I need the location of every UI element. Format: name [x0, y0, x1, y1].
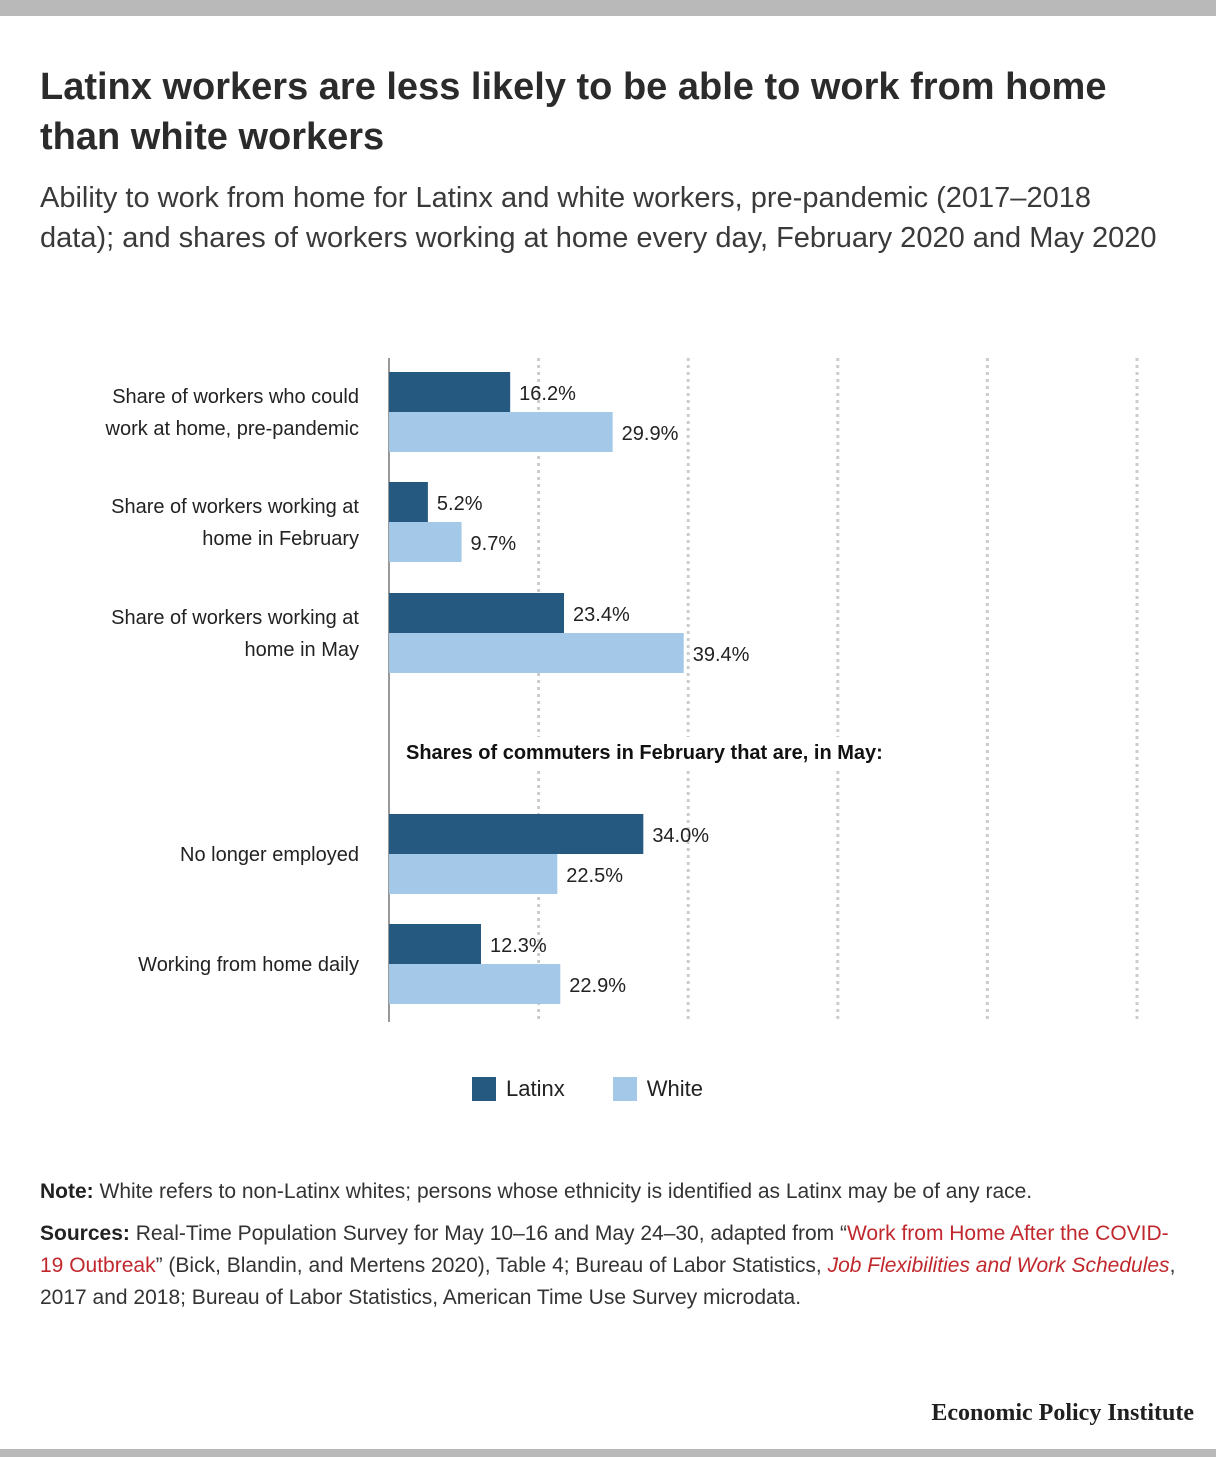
- bar-white: [389, 964, 561, 1004]
- legend-swatch-latinx: [472, 1077, 496, 1101]
- sources-text-3: , 2017 and 2018; Bureau of Labor Statist…: [40, 1254, 1176, 1309]
- bar-white: [389, 633, 684, 673]
- chart-subtitle: Ability to work from home for Latinx and…: [40, 182, 1157, 254]
- section-heading-bg: [402, 737, 887, 767]
- bar-latinx: [389, 482, 428, 522]
- legend-item-latinx: Latinx: [472, 1076, 565, 1102]
- bar-white: [389, 412, 613, 452]
- data-label-white: 39.4%: [693, 644, 750, 666]
- category-label: No longer employed: [180, 844, 359, 866]
- data-label-latinx: 16.2%: [519, 383, 576, 405]
- data-label-white: 22.9%: [569, 975, 626, 997]
- epi-logo: Economic Policy Institute: [931, 1400, 1194, 1426]
- note-text: White refers to non-Latinx whites; perso…: [93, 1180, 1033, 1203]
- category-label: Share of workers working at: [111, 496, 359, 518]
- bar-white: [389, 522, 462, 562]
- category-label: home in February: [202, 528, 359, 550]
- note-label: Note:: [40, 1180, 94, 1203]
- legend-label-white: White: [646, 1076, 703, 1101]
- source-link-work-from-home[interactable]: Work from Home After the COVID-19 Outbre…: [40, 1222, 1169, 1277]
- category-label: Share of workers who could: [112, 386, 359, 408]
- data-label-latinx: 5.2%: [437, 493, 483, 515]
- sources-paragraph: Sources: Real-Time Population Survey for…: [40, 1218, 1180, 1314]
- data-label-white: 29.9%: [622, 423, 679, 445]
- bar-white: [389, 854, 558, 894]
- top-border: [0, 0, 1216, 16]
- bar-latinx: [389, 924, 482, 964]
- sources-label: Sources:: [40, 1222, 130, 1245]
- bottom-border: [0, 1449, 1216, 1457]
- data-label-latinx: 23.4%: [573, 604, 630, 626]
- legend-label-latinx: Latinx: [506, 1076, 565, 1101]
- data-label-latinx: 34.0%: [652, 825, 709, 847]
- sources-text-2: ” (Bick, Blandin, and Mertens 2020), Tab…: [155, 1254, 828, 1277]
- chart-title: Latinx workers are less likely to be abl…: [40, 66, 1107, 158]
- source-link-job-flexibilities[interactable]: Job Flexibilities and Work Schedules: [827, 1254, 1170, 1277]
- legend-swatch-white: [612, 1077, 637, 1101]
- section-heading: Shares of commuters in February that are…: [406, 742, 883, 764]
- category-label: work at home, pre-pandemic: [105, 418, 359, 440]
- legend-item-white: White: [612, 1076, 703, 1102]
- category-label: Working from home daily: [138, 954, 359, 976]
- bar-latinx: [389, 372, 511, 412]
- note-paragraph: Note: White refers to non-Latinx whites;…: [40, 1176, 1180, 1208]
- data-label-white: 22.5%: [566, 865, 623, 887]
- category-label: home in May: [245, 639, 360, 661]
- bar-latinx: [389, 593, 565, 633]
- sources-text-1: Real-Time Population Survey for May 10–1…: [129, 1222, 847, 1245]
- legend: Latinx White: [472, 1074, 751, 1104]
- notes: Note: White refers to non-Latinx whites;…: [40, 1176, 1180, 1324]
- bar-latinx: [389, 814, 644, 854]
- bar-chart: Share of workers who could work at home, …: [105, 358, 1139, 1022]
- category-label: Share of workers working at: [111, 607, 359, 629]
- data-label-latinx: 12.3%: [490, 935, 547, 957]
- data-label-white: 9.7%: [471, 533, 517, 555]
